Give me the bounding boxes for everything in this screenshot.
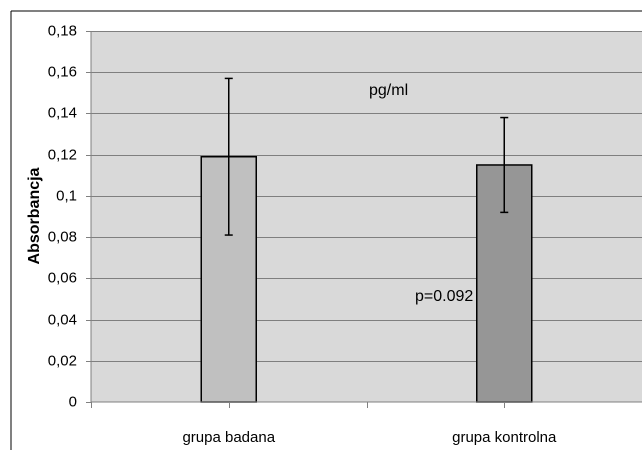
gridlines	[91, 31, 642, 362]
x-ticks: grupa badana grupa kontrolna	[91, 402, 557, 446]
error-bars	[224, 77, 509, 236]
y-tick-label: 0,14	[48, 104, 77, 121]
y-tick-label: 0,16	[48, 63, 77, 80]
y-tick-label: 0,06	[48, 269, 77, 286]
unit-annotation: pg/ml	[369, 82, 408, 99]
x-tick-label: grupa kontrolna	[452, 429, 557, 446]
p-value-annotation: p=0.092	[415, 288, 473, 305]
y-tick-label: 0,04	[48, 311, 77, 328]
y-ticks: 0 0,02 0,04 0,06 0,08 0,1 0,12 0,14 0,16 0,18	[48, 22, 91, 410]
y-tick-label: 0,08	[48, 228, 77, 245]
y-axis-title: Absorbancja	[26, 167, 43, 264]
y-tick-label: 0,02	[48, 352, 77, 369]
y-tick-label: 0	[69, 393, 77, 410]
y-tick-label: 0,12	[48, 146, 77, 163]
y-tick-label: 0,18	[48, 22, 77, 39]
x-tick-label: grupa badana	[182, 429, 275, 446]
y-tick-label: 0,1	[56, 187, 77, 204]
plot-area	[91, 31, 642, 402]
